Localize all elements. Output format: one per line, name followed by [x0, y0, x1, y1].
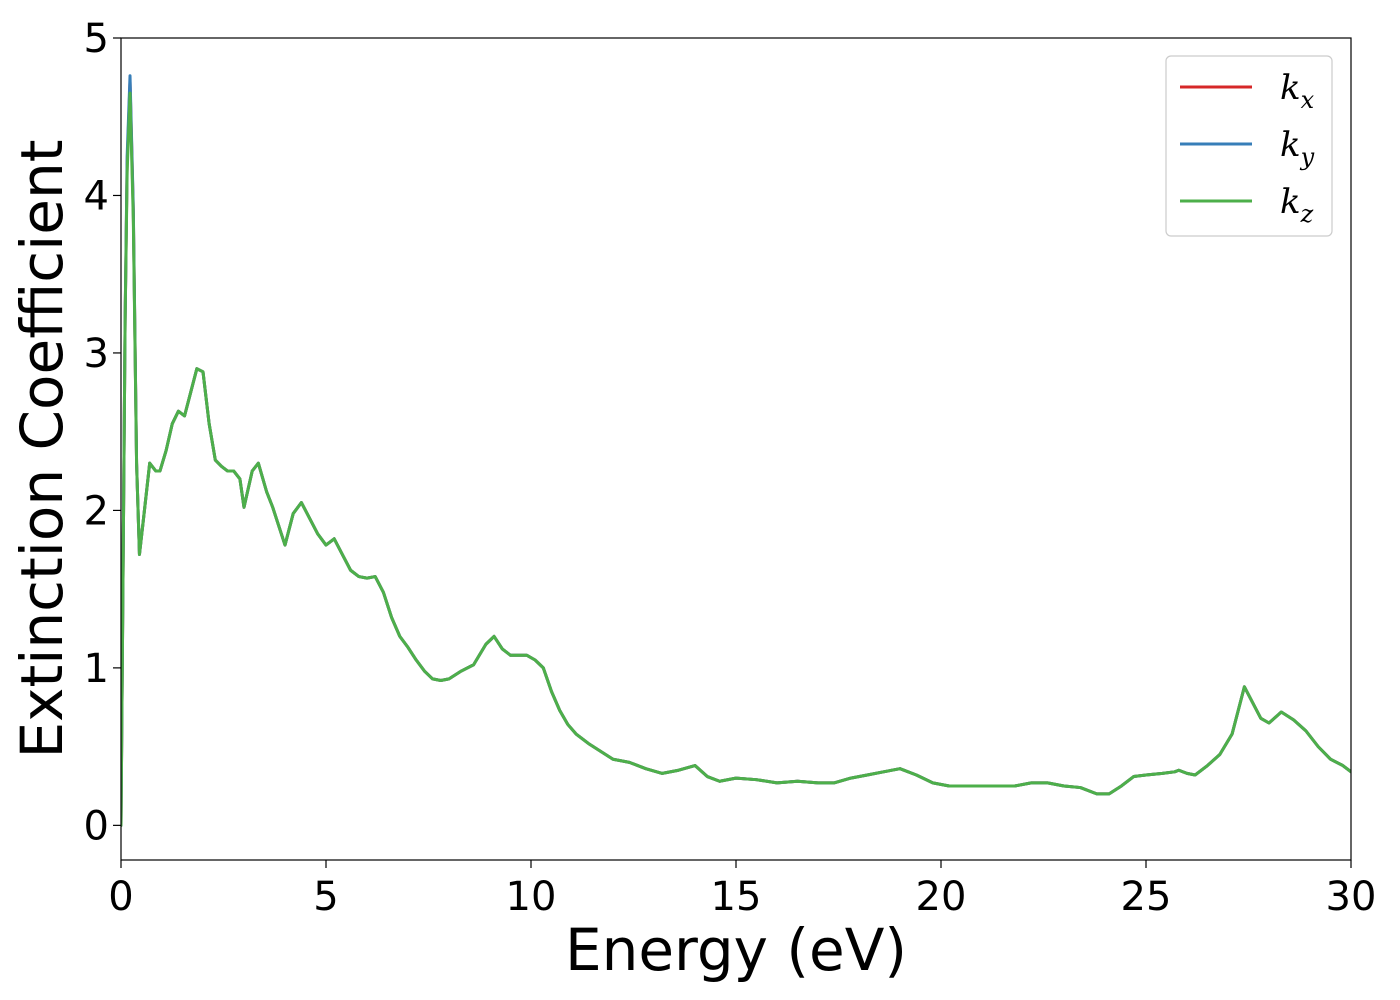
legend-label-main: k — [1280, 125, 1301, 165]
x-axis-ticks: 0 5 10 15 20 25 30 — [108, 860, 1376, 920]
y-tick-label: 5 — [84, 16, 109, 62]
x-tick-label: 15 — [711, 874, 762, 920]
legend-label-ky: ky — [1280, 125, 1315, 171]
y-tick-label: 3 — [84, 331, 109, 377]
x-tick-label: 25 — [1121, 874, 1172, 920]
legend-label-kx: kx — [1280, 68, 1315, 114]
legend-label-kz: kz — [1280, 182, 1314, 228]
y-tick-label: 0 — [84, 803, 109, 849]
x-tick-label: 10 — [506, 874, 557, 920]
series-line-kz — [121, 91, 1351, 827]
y-axis-ticks: 0 1 2 3 4 5 — [84, 16, 121, 849]
x-axis-title: Energy (eV) — [565, 916, 907, 984]
legend-label-main: k — [1280, 182, 1301, 222]
legend-label-subscript: z — [1300, 200, 1314, 228]
y-tick-label: 2 — [84, 488, 109, 534]
x-tick-label: 5 — [313, 874, 338, 920]
x-tick-label: 0 — [108, 874, 133, 920]
legend-box — [1165, 55, 1333, 237]
legend-label-main: k — [1280, 68, 1301, 108]
y-tick-label: 1 — [84, 646, 109, 692]
series-layer — [121, 74, 1351, 827]
x-tick-label: 20 — [916, 874, 967, 920]
y-tick-label: 4 — [84, 173, 109, 219]
legend-label-subscript: x — [1301, 86, 1315, 114]
x-tick-label: 30 — [1326, 874, 1377, 920]
legend-label-subscript: y — [1300, 143, 1315, 171]
y-axis-title: Extinction Coefficient — [8, 140, 76, 759]
